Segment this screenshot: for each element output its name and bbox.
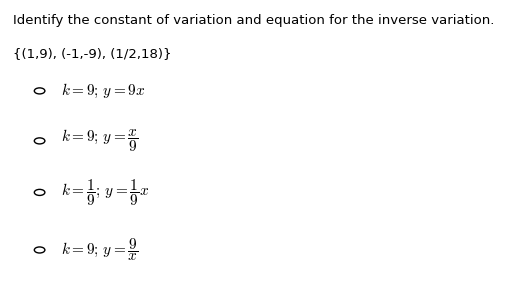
Text: $k = 9;\, y = 9x$: $k = 9;\, y = 9x$ — [61, 82, 145, 100]
Text: $k = \dfrac{1}{9};\, y = \dfrac{1}{9}x$: $k = \dfrac{1}{9};\, y = \dfrac{1}{9}x$ — [61, 177, 149, 208]
Text: $k = 9;\, y = \dfrac{x}{9}$: $k = 9;\, y = \dfrac{x}{9}$ — [61, 128, 138, 154]
Text: {(1,9), (-1,-9), (1/2,18)}: {(1,9), (-1,-9), (1/2,18)} — [13, 47, 172, 60]
Text: Identify the constant of variation and equation for the inverse variation.: Identify the constant of variation and e… — [13, 14, 495, 27]
Text: $k = 9;\, y = \dfrac{9}{x}$: $k = 9;\, y = \dfrac{9}{x}$ — [61, 237, 138, 263]
